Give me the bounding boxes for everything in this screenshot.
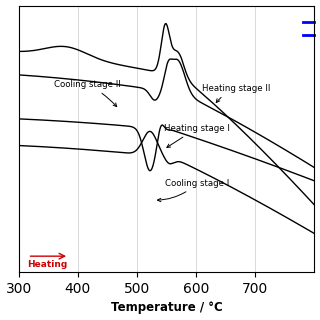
Text: Heating: Heating	[28, 260, 68, 269]
Text: Cooling stage II: Cooling stage II	[54, 80, 121, 107]
Text: Heating stage II: Heating stage II	[202, 84, 270, 102]
Text: Cooling stage I: Cooling stage I	[157, 179, 230, 202]
X-axis label: Temperature / °C: Temperature / °C	[111, 301, 222, 315]
Text: Heating stage I: Heating stage I	[164, 124, 229, 148]
